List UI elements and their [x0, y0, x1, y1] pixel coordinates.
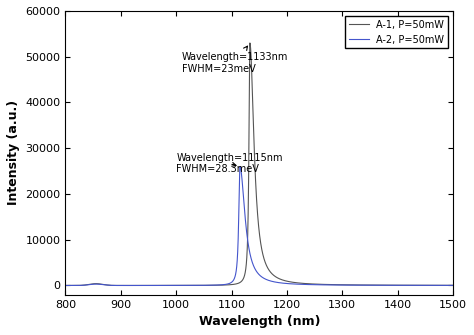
A-2, P=50mW: [82, 283, 88, 287]
A-1, P=50mW: [292, 280, 298, 284]
A-2, P=50mW: [63, 283, 68, 287]
A-1, P=50mW: [247, 41, 253, 45]
Line: A-1, P=50mW: A-1, P=50mW: [65, 43, 453, 285]
A-2, P=50mW: [371, 283, 376, 287]
Text: Wavelength=1133nm
FWHM=23meV: Wavelength=1133nm FWHM=23meV: [182, 46, 288, 74]
A-1, P=50mW: [203, 283, 209, 287]
A-1, P=50mW: [450, 283, 456, 287]
Legend: A-1, P=50mW, A-2, P=50mW: A-1, P=50mW, A-2, P=50mW: [345, 16, 448, 49]
Text: Wavelength=1115nm
FWHM=28.3meV: Wavelength=1115nm FWHM=28.3meV: [176, 153, 283, 175]
Line: A-2, P=50mW: A-2, P=50mW: [65, 166, 453, 285]
A-2, P=50mW: [203, 283, 209, 287]
A-1, P=50mW: [350, 283, 356, 287]
A-1, P=50mW: [82, 283, 88, 287]
A-2, P=50mW: [292, 282, 298, 286]
A-2, P=50mW: [450, 283, 456, 287]
Y-axis label: Intensity (a.u.): Intensity (a.u.): [7, 100, 20, 205]
A-2, P=50mW: [350, 283, 356, 287]
A-1, P=50mW: [371, 283, 376, 287]
A-2, P=50mW: [309, 283, 315, 287]
A-1, P=50mW: [63, 283, 68, 287]
A-2, P=50mW: [237, 164, 243, 169]
X-axis label: Wavelength (nm): Wavelength (nm): [199, 315, 320, 328]
A-1, P=50mW: [309, 282, 315, 286]
